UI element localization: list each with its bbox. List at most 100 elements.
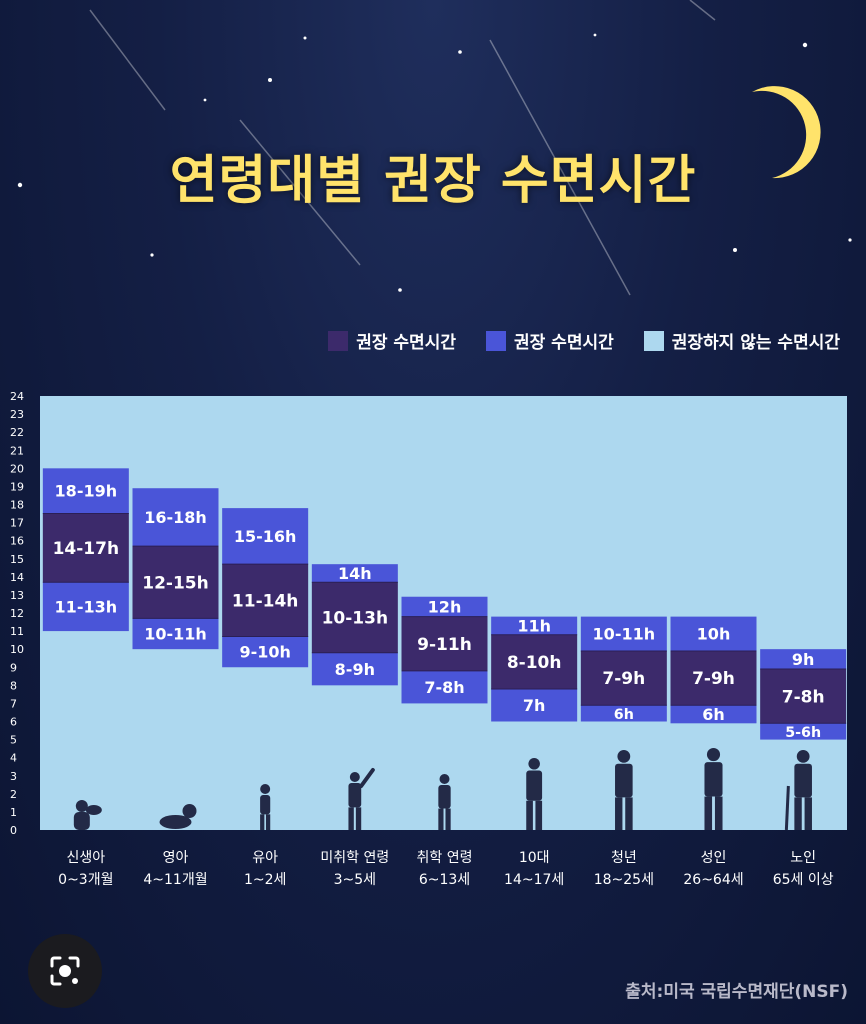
y-tick-label: 8 [10, 679, 17, 692]
bar-segment-recommended [132, 546, 219, 619]
bar-label-lower: 7-8h [424, 678, 464, 697]
star [398, 288, 402, 292]
star [848, 238, 852, 242]
star [268, 78, 272, 82]
bar-segment-upper [580, 616, 667, 651]
shooting-star [239, 119, 361, 266]
y-tick-label: 10 [10, 643, 24, 656]
bar-segment-lower [42, 582, 129, 632]
bar-segment-upper [401, 596, 488, 617]
x-tick-label: 유아 [252, 850, 278, 866]
x-tick-label: 성인 [701, 850, 727, 866]
star [593, 33, 597, 37]
bar-label-lower: 9-10h [239, 643, 290, 662]
x-tick-sublabel: 65세 이상 [773, 872, 834, 888]
person-silhouette-icon [438, 774, 451, 830]
bar-label-upper: 12h [428, 597, 462, 616]
person-silhouette-icon [784, 750, 812, 831]
legend-swatch [485, 330, 506, 351]
bar-segment-upper [670, 616, 757, 651]
bar-label-lower: 10-11h [144, 625, 207, 644]
legend-item-not-recommended: 권장하지 않는 수면시간 [643, 328, 840, 353]
legend-label: 권장하지 않는 수면시간 [671, 333, 840, 353]
y-tick-label: 12 [10, 607, 24, 620]
bar-segment-lower [670, 705, 757, 724]
y-tick-label: 17 [10, 517, 24, 530]
source-text: 출처:미국 국립수면재단(NSF) [625, 982, 848, 1002]
bar-segment-upper [132, 488, 219, 547]
bar-segment-lower [132, 618, 219, 650]
crescent-moon-icon [752, 86, 821, 179]
bar-label-upper: 11h [517, 616, 551, 635]
y-tick-label: 7 [10, 697, 17, 710]
star [203, 98, 207, 102]
bar-label-lower: 7h [523, 696, 546, 715]
shooting-star [89, 9, 166, 111]
y-tick-label: 23 [10, 408, 24, 421]
bar-segment-recommended [670, 650, 757, 706]
bar-label-upper: 18-19h [55, 482, 118, 501]
x-axis: 신생아 0~3개월 영아 4~11개월 유아 1~2세 미취학 연령 3~5세 취학 연령 6~1… [58, 850, 834, 888]
bar-segment-lower [401, 670, 488, 704]
bar-label-lower: 8-9h [335, 660, 375, 679]
x-tick-label: 노인 [790, 850, 816, 866]
y-tick-label: 19 [10, 480, 24, 493]
silhouettes [73, 748, 812, 831]
y-tick-label: 2 [10, 788, 17, 801]
bar-segment-recommended [42, 513, 129, 583]
legend-item-recommended-dark: 권장 수면시간 [328, 328, 456, 353]
x-tick-label: 10대 [519, 850, 550, 866]
star [458, 50, 462, 54]
bar-label-upper: 16-18h [144, 508, 207, 527]
bar-segment-lower [222, 636, 309, 668]
bar-label-lower: 5-6h [785, 725, 821, 741]
y-tick-label: 15 [10, 553, 24, 566]
y-tick-label: 11 [10, 625, 24, 638]
bars: 18-19h 14-17h 11-13h 16-18h 12-15h 10-11h 15-1… [42, 468, 847, 741]
person-silhouette-icon [348, 768, 375, 830]
bar-segment-upper [311, 564, 398, 583]
x-tick-sublabel: 26~64세 [683, 872, 743, 888]
y-tick-label: 1 [10, 806, 17, 819]
x-tick-sublabel: 0~3개월 [58, 872, 113, 888]
lens-icon [50, 956, 80, 986]
x-tick-label: 영아 [163, 850, 189, 866]
bar-segment-upper [42, 468, 129, 514]
bar-segment-recommended [580, 650, 667, 706]
y-tick-label: 22 [10, 426, 24, 439]
y-tick-label: 6 [10, 716, 17, 729]
bar-label-recommended: 7-9h [602, 669, 645, 689]
lens-button[interactable] [28, 934, 102, 1008]
bar-label-upper: 15-16h [234, 527, 297, 546]
bar-label-lower: 11-13h [55, 597, 118, 616]
star [150, 253, 154, 257]
y-tick-label: 5 [10, 734, 17, 747]
shooting-star [689, 0, 716, 21]
bar-label-lower: 6h [614, 707, 634, 723]
bar-label-lower: 6h [702, 705, 725, 724]
bar-label-recommended: 7-8h [782, 687, 825, 707]
person-silhouette-icon [73, 800, 102, 830]
bar-segment-recommended [491, 634, 578, 689]
y-tick-label: 3 [10, 770, 17, 783]
sleep-chart: 0123456789101112131415161718192021222324… [10, 390, 847, 888]
x-tick-sublabel: 6~13세 [419, 872, 470, 888]
person-silhouette-icon [526, 758, 543, 830]
legend-label: 권장 수면시간 [356, 333, 456, 353]
y-tick-label: 9 [10, 661, 17, 674]
x-tick-label: 미취학 연령 [320, 850, 389, 866]
x-tick-sublabel: 4~11개월 [143, 872, 207, 888]
star [733, 248, 737, 252]
y-tick-label: 21 [10, 444, 24, 457]
y-tick-label: 18 [10, 499, 24, 512]
bar-label-recommended: 9-11h [417, 635, 472, 655]
legend-item-acceptable: 권장 수면시간 [485, 328, 614, 353]
bar-segment-upper [760, 649, 847, 670]
x-tick-sublabel: 18~25세 [594, 872, 654, 888]
bar-label-recommended: 14-17h [53, 539, 119, 559]
bar-label-upper: 14h [338, 564, 372, 583]
bar-segment-lower [491, 688, 578, 722]
legend-swatch [643, 330, 664, 351]
x-tick-label: 취학 연령 [417, 850, 473, 866]
y-tick-label: 14 [10, 571, 24, 584]
